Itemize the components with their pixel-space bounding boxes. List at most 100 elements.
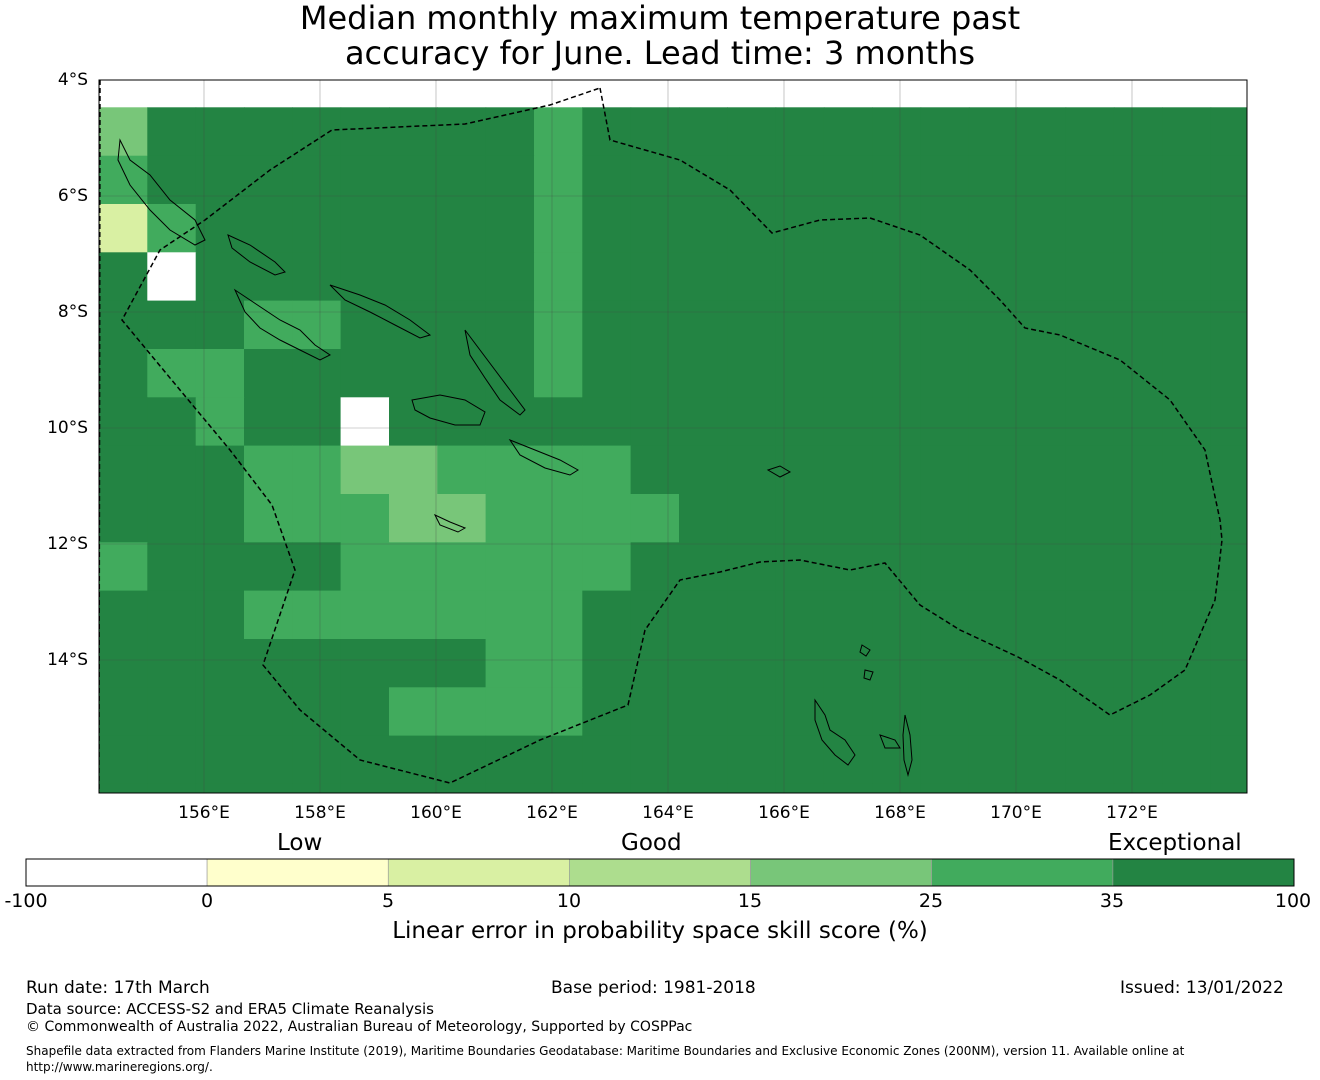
skill-cell [775, 349, 825, 398]
skill-cell [630, 445, 680, 495]
skill-cell [727, 639, 777, 688]
skill-cell [389, 590, 438, 640]
skill-cell [1210, 155, 1247, 205]
skill-cell [920, 494, 970, 543]
colorbar-tick-35: 35 [1099, 890, 1125, 912]
skill-cell [1162, 397, 1212, 447]
skill-cell [1065, 783, 1115, 793]
skill-cell [534, 204, 583, 253]
skill-cell [147, 204, 197, 253]
skill-cell [485, 494, 535, 543]
skill-cell [1210, 252, 1247, 302]
skill-cell [630, 687, 680, 737]
skill-cell [968, 445, 1018, 495]
skill-cell [534, 80, 583, 108]
skill-cell [582, 252, 632, 302]
skill-cell [1017, 542, 1067, 592]
skill-cell [244, 494, 293, 543]
skill-cell [968, 735, 1018, 785]
guadalcanal-island [411, 394, 486, 426]
skill-cell [244, 107, 293, 157]
skill-cell [823, 300, 873, 350]
skill-cell [147, 252, 197, 302]
base-period: Base period: 1981-2018 [551, 978, 756, 998]
skill-cell [1210, 590, 1247, 640]
skill-cell [147, 107, 197, 157]
skill-cell [292, 542, 342, 592]
lon-label-160e: 160°E [410, 803, 462, 823]
skill-cell [292, 397, 342, 447]
skill-cell [872, 639, 922, 688]
skill-cell [244, 80, 293, 108]
skill-cell [582, 735, 632, 785]
skill-cell [534, 639, 583, 688]
skill-cell [147, 300, 197, 350]
skill-cell [823, 783, 873, 793]
skill-cell [244, 349, 293, 398]
skill-cell [823, 107, 873, 157]
skill-cell [485, 735, 535, 785]
skill-cell [1162, 735, 1212, 785]
skill-cell [340, 542, 390, 592]
skill-cell [389, 204, 438, 253]
skill-cell [485, 204, 535, 253]
skill-cell [968, 494, 1018, 543]
skill-cell [534, 107, 583, 157]
skill-cell [920, 735, 970, 785]
skill-cell [630, 80, 680, 108]
skill-cell [1017, 639, 1067, 688]
skill-cell [1162, 542, 1212, 592]
skill-cell [727, 252, 777, 302]
skill-cell [630, 349, 680, 398]
skill-cell [968, 80, 1018, 108]
data-source: Data source: ACCESS-S2 and ERA5 Climate … [26, 1000, 434, 1018]
skill-cell [823, 252, 873, 302]
skill-cell [1259, 301, 1308, 350]
colorbar-frame [25, 858, 1295, 887]
skill-cell [1113, 445, 1163, 495]
skill-cell [872, 735, 922, 785]
skill-cell [1017, 783, 1067, 793]
shapefile-credit-line-2: http://www.marineregions.org/. [26, 1060, 213, 1074]
skill-cell [1259, 736, 1308, 785]
skill-cell [147, 445, 197, 495]
skill-cell [1210, 735, 1247, 785]
skill-cell [195, 639, 245, 688]
skill-cell [775, 687, 825, 737]
skill-cell [775, 107, 825, 157]
skill-cell [630, 783, 680, 793]
skill-cell [1210, 300, 1247, 350]
skill-cell [1065, 397, 1115, 447]
skill-cell [630, 494, 680, 543]
bougainville-island [117, 138, 206, 246]
skill-cell [1065, 300, 1115, 350]
skill-cell [485, 107, 535, 157]
skill-cell [389, 80, 438, 108]
skill-cell [727, 783, 777, 793]
skill-cell [437, 445, 487, 495]
chart-title-line-1: Median monthly maximum temperature past [299, 0, 1021, 37]
skill-cell [968, 639, 1018, 688]
skill-cell [195, 107, 245, 157]
skill-cell [534, 542, 583, 592]
skill-cell [437, 687, 487, 737]
skill-cell [244, 397, 293, 447]
skill-cell [920, 107, 970, 157]
skill-cell [823, 590, 873, 640]
skill-cell [1113, 397, 1163, 447]
skill-cell [872, 542, 922, 592]
skill-cell [582, 639, 632, 688]
skill-cell [1065, 80, 1115, 108]
skill-cell [1259, 687, 1308, 736]
skill-cell [340, 397, 390, 447]
skill-cell [920, 687, 970, 737]
skill-cell [292, 349, 342, 398]
lat-label-8s: 8°S [57, 302, 88, 322]
skill-cell [920, 204, 970, 253]
colorbar-tick-neg100: -100 [4, 890, 48, 912]
skill-cell [1113, 639, 1163, 688]
skill-cell [1210, 494, 1247, 543]
lon-label-166e: 166°E [758, 803, 810, 823]
lon-label-162e: 162°E [526, 803, 578, 823]
skill-cell [582, 80, 632, 108]
